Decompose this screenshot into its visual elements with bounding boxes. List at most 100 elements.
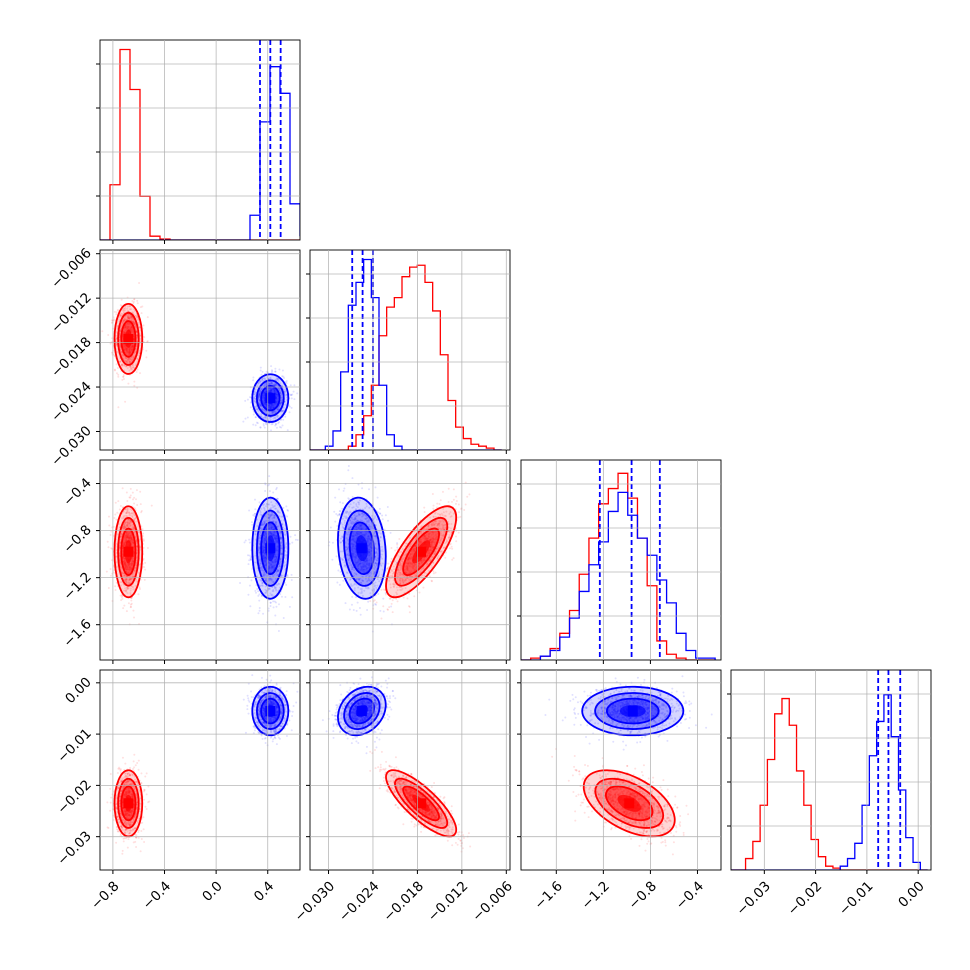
sample-point bbox=[122, 541, 125, 544]
sample-point bbox=[126, 521, 129, 524]
sample-point bbox=[129, 562, 132, 565]
sample-point bbox=[261, 400, 264, 403]
sample-point bbox=[126, 348, 129, 351]
sample-point bbox=[265, 410, 268, 413]
sample-point bbox=[137, 321, 140, 324]
sample-point bbox=[126, 587, 129, 590]
sample-point bbox=[129, 358, 132, 361]
sample-point bbox=[129, 326, 132, 329]
sample-point bbox=[129, 328, 132, 331]
sample-point bbox=[123, 557, 126, 560]
sample-point bbox=[286, 429, 289, 432]
sample-point bbox=[276, 394, 279, 397]
sample-point bbox=[273, 384, 276, 387]
panel-1-1 bbox=[309, 249, 511, 451]
sample-point bbox=[134, 322, 137, 325]
sample-point bbox=[290, 579, 293, 582]
sample-point bbox=[262, 396, 265, 399]
sample-point bbox=[126, 499, 129, 502]
sample-point bbox=[263, 539, 266, 542]
sample-point bbox=[121, 378, 124, 381]
sample-point bbox=[125, 508, 128, 511]
sample-point bbox=[116, 533, 119, 536]
sample-point bbox=[120, 298, 123, 301]
sample-point bbox=[124, 566, 127, 569]
sample-point bbox=[263, 558, 266, 561]
sample-point bbox=[258, 403, 261, 406]
sample-point bbox=[261, 408, 264, 411]
sample-point bbox=[128, 536, 131, 539]
sample-point bbox=[124, 347, 127, 350]
sample-point bbox=[125, 580, 128, 583]
sample-point bbox=[125, 511, 128, 514]
sample-point bbox=[262, 612, 265, 615]
sample-point bbox=[270, 403, 273, 406]
sample-point bbox=[276, 379, 279, 382]
sample-point bbox=[253, 561, 256, 564]
sample-point bbox=[139, 329, 142, 332]
sample-point bbox=[128, 360, 131, 363]
sample-point bbox=[125, 532, 128, 535]
sample-point bbox=[122, 345, 125, 348]
sample-point bbox=[123, 566, 126, 569]
sample-point bbox=[264, 579, 267, 582]
sample-point bbox=[264, 378, 267, 381]
sample-point bbox=[274, 383, 277, 386]
sample-point bbox=[275, 396, 278, 399]
sample-point bbox=[125, 590, 128, 593]
sample-point bbox=[281, 574, 284, 577]
sample-point bbox=[116, 511, 119, 514]
sample-point bbox=[129, 591, 132, 594]
sample-point bbox=[125, 521, 128, 524]
sample-point bbox=[131, 573, 134, 576]
y-tick-label: −0.018 bbox=[48, 334, 95, 381]
sample-point bbox=[130, 567, 133, 570]
sample-point bbox=[279, 531, 282, 534]
sample-point bbox=[270, 365, 273, 368]
sample-point bbox=[130, 350, 133, 353]
sample-point bbox=[136, 299, 139, 302]
sample-point bbox=[291, 541, 294, 544]
sample-point bbox=[263, 401, 266, 404]
sample-point bbox=[259, 426, 262, 429]
sample-point bbox=[265, 403, 268, 406]
sample-point bbox=[380, 617, 383, 620]
sample-point bbox=[261, 407, 264, 410]
sample-point bbox=[254, 498, 257, 501]
sample-point bbox=[124, 541, 127, 544]
sample-point bbox=[248, 541, 251, 544]
sample-point bbox=[279, 400, 282, 403]
sample-point bbox=[284, 389, 287, 392]
sample-point bbox=[272, 387, 275, 390]
sample-point bbox=[267, 406, 270, 409]
sample-point bbox=[262, 553, 265, 556]
sample-point bbox=[135, 342, 138, 345]
sample-point bbox=[413, 595, 416, 598]
sample-point bbox=[123, 344, 126, 347]
sample-point bbox=[257, 394, 260, 397]
sample-point bbox=[125, 524, 128, 527]
sample-point bbox=[125, 360, 128, 363]
sample-point bbox=[280, 410, 283, 413]
sample-point bbox=[280, 401, 283, 404]
sample-point bbox=[120, 364, 123, 367]
sample-point bbox=[432, 504, 435, 507]
sample-point bbox=[124, 345, 127, 348]
sample-point bbox=[290, 573, 293, 576]
y-tick-label: −0.012 bbox=[48, 290, 95, 337]
sample-point bbox=[120, 363, 123, 366]
sample-point bbox=[282, 418, 285, 421]
sample-point bbox=[275, 535, 278, 538]
sample-point bbox=[129, 328, 132, 331]
sample-point bbox=[127, 525, 130, 528]
sample-point bbox=[451, 547, 454, 550]
sample-point bbox=[125, 360, 128, 363]
contour-red bbox=[117, 311, 140, 366]
sample-point bbox=[122, 373, 125, 376]
sample-point bbox=[124, 539, 127, 542]
contour-red bbox=[120, 320, 137, 358]
sample-point bbox=[132, 609, 135, 612]
sample-point bbox=[139, 306, 142, 309]
sample-point bbox=[125, 589, 128, 592]
sample-point bbox=[272, 561, 275, 564]
